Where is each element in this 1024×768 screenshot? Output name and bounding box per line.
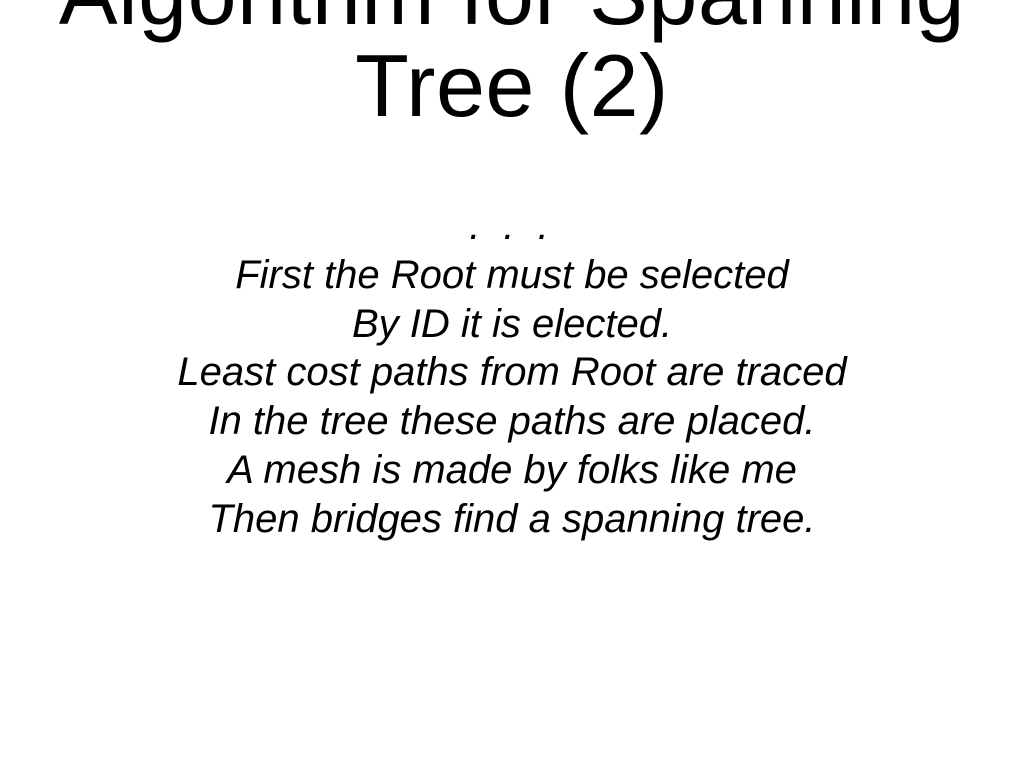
poem-line-1: First the Root must be selected: [235, 253, 789, 297]
poem-line-2: By ID it is elected.: [352, 302, 672, 346]
poem-line-3: Least cost paths from Root are traced: [177, 350, 846, 394]
title-line-2: Tree (2): [355, 36, 669, 135]
poem-line-4: In the tree these paths are placed.: [208, 399, 815, 443]
poem-line-6: Then bridges find a spanning tree.: [208, 497, 815, 541]
slide-title: Algorithm for Spanning Tree (2): [0, 0, 1024, 133]
poem-line-5: A mesh is made by folks like me: [227, 448, 797, 492]
slide-body: . . . First the Root must be selected By…: [0, 202, 1024, 544]
ellipsis: . . .: [469, 204, 555, 248]
slide: Algorithm for Spanning Tree (2) . . . Fi…: [0, 0, 1024, 768]
